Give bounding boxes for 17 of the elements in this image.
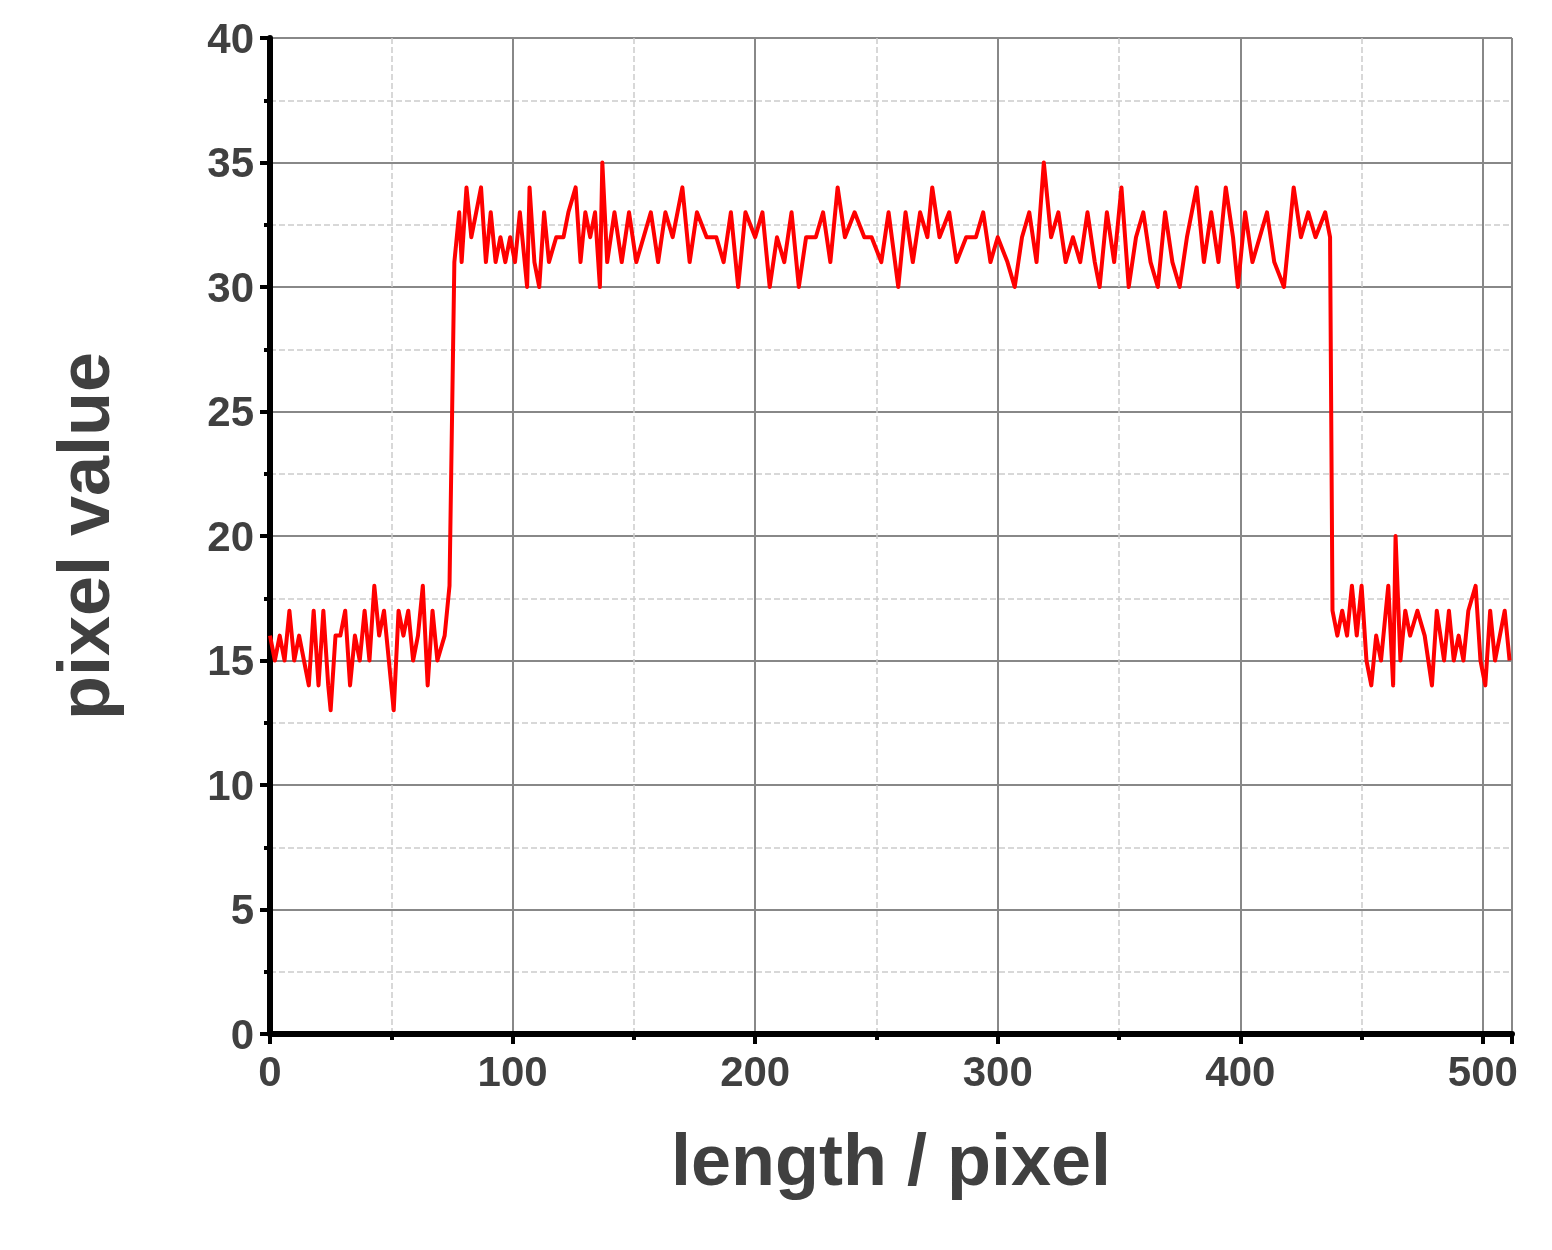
- y-tick-label: 40: [207, 14, 254, 62]
- x-tick-label: 200: [720, 1047, 791, 1095]
- line-series: [268, 160, 1512, 713]
- x-tick-label: 300: [962, 1047, 1033, 1095]
- x-tick-label: 400: [1205, 1047, 1276, 1095]
- x-axis-title: length / pixel: [670, 1120, 1112, 1200]
- y-tick-label: 25: [207, 388, 254, 435]
- x-tick-label: 500: [1447, 1047, 1518, 1095]
- y-tick-label: 30: [207, 263, 254, 311]
- y-tick-label: 10: [207, 761, 254, 809]
- y-tick-label: 0: [230, 1010, 254, 1058]
- y-tick-label: 15: [207, 637, 254, 684]
- y-tick-label: 5: [230, 886, 254, 933]
- x-tick-label: 100: [477, 1047, 548, 1095]
- y-axis-title: pixel value: [44, 351, 124, 721]
- y-tick-label: 35: [207, 139, 254, 186]
- y-tick-label: 20: [207, 512, 254, 560]
